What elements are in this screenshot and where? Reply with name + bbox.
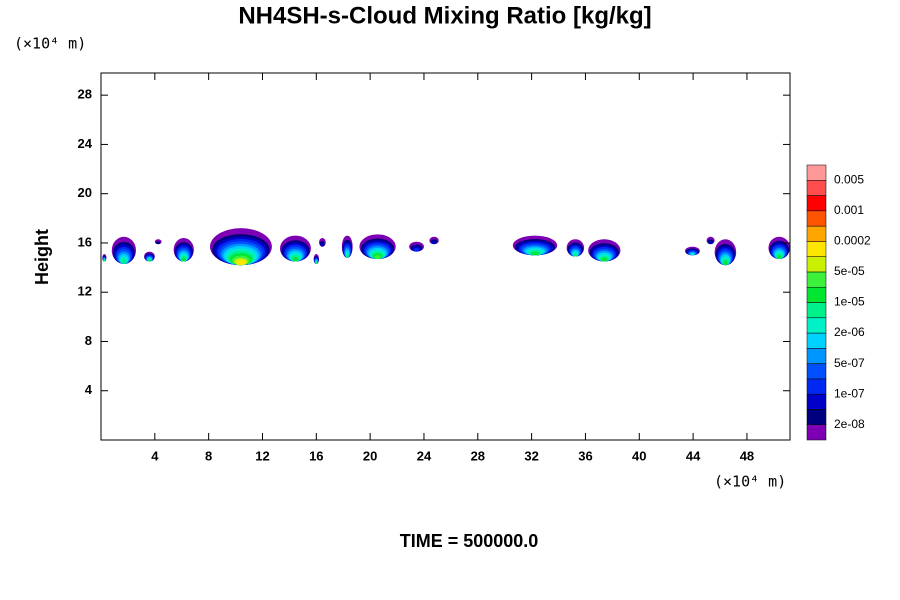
colorbar-box xyxy=(806,286,827,303)
colorbar-box xyxy=(806,393,827,410)
colorbar-box xyxy=(806,241,827,257)
colorbar-box xyxy=(806,195,827,212)
colorbar-box xyxy=(806,302,827,319)
x-tick-label: 12 xyxy=(255,448,269,463)
plot-area xyxy=(102,228,790,266)
caption: TIME = 500000.0 xyxy=(400,531,539,551)
cell-level xyxy=(374,255,381,259)
x-tick-label: 44 xyxy=(686,448,701,463)
colorbar-box xyxy=(806,210,827,227)
cell-level xyxy=(155,241,161,245)
cell-level xyxy=(103,260,105,262)
cloud-cell xyxy=(429,236,439,245)
cloud-cell xyxy=(566,239,585,257)
colorbar-box xyxy=(806,409,827,425)
cell-level xyxy=(346,253,349,258)
cloud-cell xyxy=(319,238,326,247)
x-tick-label: 20 xyxy=(363,448,377,463)
cloud-cell xyxy=(714,239,737,266)
y-tick-label: 12 xyxy=(78,284,92,299)
x-tick-label: 16 xyxy=(309,448,323,463)
x-tick-label: 28 xyxy=(471,448,485,463)
cell-level xyxy=(723,260,728,266)
colorbar-label: 0.005 xyxy=(834,172,864,186)
cell-level xyxy=(320,242,325,247)
y-tick-label: 28 xyxy=(78,87,92,102)
colorbar-label: 2e-08 xyxy=(834,417,865,431)
cloud-cell xyxy=(409,241,424,252)
cloud-cell xyxy=(154,239,162,245)
cloud-cell xyxy=(706,236,715,245)
colorbar-label: 1e-05 xyxy=(834,295,865,309)
x-tick-label: 8 xyxy=(205,448,212,463)
x-tick-label: 4 xyxy=(151,448,159,463)
cloud-cell xyxy=(588,239,621,262)
cell-level xyxy=(777,255,782,259)
cell-level xyxy=(601,257,608,262)
cell-level xyxy=(573,253,578,257)
cell-level xyxy=(181,257,186,262)
cell-level xyxy=(708,240,713,245)
x-tick-label: 40 xyxy=(632,448,646,463)
y-tick-label: 20 xyxy=(78,185,92,200)
y-tick-label: 4 xyxy=(85,382,93,397)
cloud-cell xyxy=(512,235,558,256)
colorbar-label: 5e-07 xyxy=(834,356,865,370)
x-tick-label: 36 xyxy=(578,448,592,463)
colorbar-box xyxy=(806,225,827,242)
plot-frame xyxy=(100,72,791,441)
cell-level xyxy=(121,259,127,264)
colorbar-box xyxy=(806,332,827,349)
y-axis-label: Height xyxy=(32,229,52,285)
cloud-cell xyxy=(341,235,353,258)
colorbar-label: 5e-05 xyxy=(834,264,865,278)
colorbar-label: 2e-06 xyxy=(834,325,865,339)
colorbar-box xyxy=(806,317,827,334)
cell-level xyxy=(315,262,317,264)
colorbar-box xyxy=(806,271,827,288)
cloud-cell xyxy=(359,234,396,259)
x-tick-label: 32 xyxy=(524,448,538,463)
cell-level xyxy=(148,259,151,262)
cloud-cell xyxy=(768,236,790,259)
chart-title: NH4SH-s-Cloud Mixing Ratio [kg/kg] xyxy=(238,2,651,29)
colorbar-box xyxy=(806,256,827,273)
colorbar-box xyxy=(806,348,827,364)
cloud-cell xyxy=(313,254,320,264)
cell-level xyxy=(690,253,695,256)
cell-level xyxy=(413,248,420,252)
y-tick-label: 16 xyxy=(78,234,92,249)
cloud-cell xyxy=(102,254,107,262)
cell-level xyxy=(530,252,540,256)
colorbar-box xyxy=(806,164,827,181)
colorbar-box xyxy=(806,378,827,395)
cloud-cell xyxy=(111,236,136,264)
x-unit: (×10⁴ m) xyxy=(714,473,786,491)
cloud-cell xyxy=(279,235,311,262)
cloud-cell xyxy=(210,228,272,266)
x-tick-label: 24 xyxy=(417,448,432,463)
cell-level xyxy=(431,240,437,245)
cloud-cell xyxy=(173,238,194,262)
cell-level xyxy=(292,257,299,262)
colorbar-label: 1e-07 xyxy=(834,386,865,400)
colorbar-box xyxy=(806,363,827,380)
y-unit: (×10⁴ m) xyxy=(14,35,86,53)
cloud-cell xyxy=(685,246,700,256)
x-tick-label: 48 xyxy=(740,448,754,463)
colorbar-box xyxy=(806,180,827,196)
cloud-cell xyxy=(144,251,155,262)
y-tick-label: 8 xyxy=(85,333,92,348)
colorbar-box xyxy=(806,424,827,441)
y-tick-label: 24 xyxy=(78,136,93,151)
colorbar-label: 0.001 xyxy=(834,203,864,217)
colorbar-label: 0.0002 xyxy=(834,234,871,248)
cell-level xyxy=(236,260,246,266)
